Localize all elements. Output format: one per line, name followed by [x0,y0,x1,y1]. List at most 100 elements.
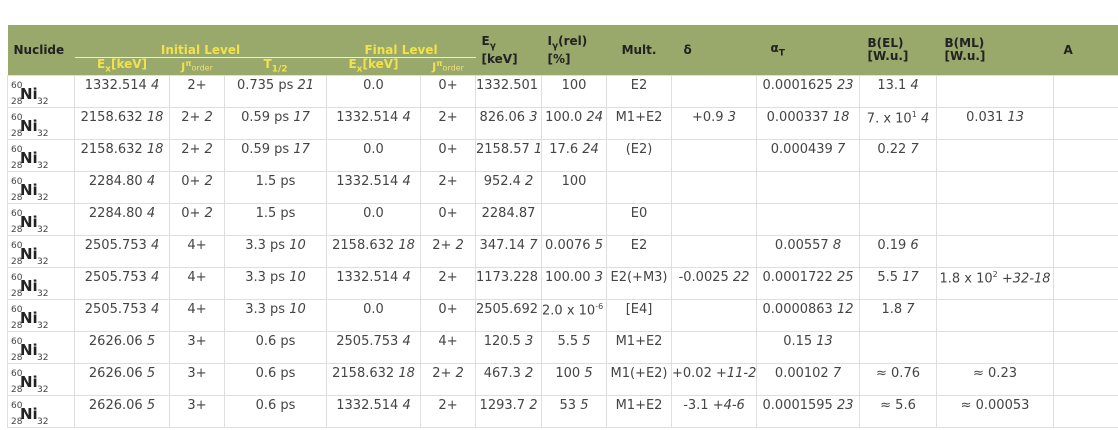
col-header-initial-jpi[interactable]: Jπorder [169,57,225,76]
multipolarity-cell-value: M1(+E2) [610,366,668,382]
gamma-energy-cell-value: 467.3 [483,366,521,382]
table-row: 60 Ni 28 32 2626.06 5 3+ 0.6 ps 2505.753 4 4+ … [7,331,1118,365]
col-header-bml[interactable]: B(ML) [W.u.] [936,25,1054,76]
col-header-half-life[interactable]: T1/2 [224,57,327,76]
nuclide-cell[interactable]: 60 Ni 28 32 [7,107,75,141]
half-life-cell: 1.5 ps [224,203,327,237]
gamma-intensity-cell: 17.6 24 [541,139,608,173]
bel-cell-uncertainty: 7 [906,302,915,318]
nuclide-cell[interactable]: 60 Ni 28 32 [7,299,75,333]
initial-jpi-cell-uncertainty: 2 [204,206,213,222]
gamma-energy-cell-value: 1173.228 [476,270,539,286]
conversion-coefficient-cell-value: 0.0001625 [762,78,833,94]
col-header-alpha[interactable]: αT [756,25,860,76]
nuclide-cell[interactable]: 60 Ni 28 32 [7,203,75,237]
final-energy-cell: 0.0 [326,139,421,173]
bel-cell-value: 1.8 [881,302,903,318]
multipolarity-cell-value: E2(+M3) [610,270,668,286]
bel-cell: 0.19 6 [859,235,938,269]
half-life-cell-value: 0.6 ps [255,366,296,382]
conversion-coefficient-cell: 0.0001595 23 [756,395,861,429]
gamma-energy-cell-value: 2284.87 [481,206,536,222]
mixing-ratio-cell-uncertainty: 3 [727,110,737,126]
col-header-initial-ex[interactable]: Ex[keV] [74,57,170,76]
element-symbol: Ni [20,117,38,136]
multipolarity-cell-value: M1+E2 [615,110,663,126]
half-life-cell-uncertainty: 10 [289,270,306,286]
col-header-final-ex[interactable]: Ex[keV] [326,57,421,76]
nuclide-cell[interactable]: 60 Ni 28 32 [7,395,75,429]
nuclide-cell[interactable]: 60 Ni 28 32 [7,171,75,205]
bel-cell-value: 5.5 [877,270,899,286]
gamma-energy-cell: 347.14 7 [475,235,543,269]
half-life-cell-value: 1.5 ps [255,174,296,190]
nuclide-cell[interactable]: 60 Ni 28 32 [7,235,75,269]
bel-cell: ≈ 5.6 [859,395,938,429]
gamma-energy-cell: 467.3 2 [475,363,543,397]
bel-cell [859,171,938,205]
nuclide-cell[interactable]: 60 Ni 28 32 [7,363,75,397]
conversion-coefficient-cell-value: 0.0000863 [762,302,833,318]
final-energy-cell: 1332.514 4 [326,395,421,429]
conversion-coefficient-cell-value: 0.000439 [770,142,833,158]
final-energy-cell: 1332.514 4 [326,171,421,205]
multipolarity-cell: M1+E2 [606,395,673,429]
final-jpi-cell-value: 0+ [438,206,458,222]
initial-energy-cell-uncertainty: 18 [146,142,164,158]
col-header-mult[interactable]: Mult. [606,25,672,76]
nuclide-cell[interactable]: 60 Ni 28 32 [7,331,75,365]
initial-energy-cell-value: 2626.06 [88,366,143,382]
final-energy-cell-uncertainty: 4 [402,398,411,414]
table-row: 60 Ni 28 32 2284.80 4 0+ 2 1.5 ps 0.0 0+ 2284.… [7,203,1118,237]
initial-energy-cell-value: 2626.06 [88,398,143,414]
nuclide-cell[interactable]: 60 Ni 28 32 [7,267,75,301]
final-jpi-cell: 4+ [419,331,477,365]
gamma-intensity-cell: 100 5 [541,363,608,397]
final-jpi-cell-value: 0+ [438,78,458,94]
col-header-partial[interactable]: A [1053,25,1118,76]
final-jpi-cell-value: 2+ [438,398,458,414]
half-life-cell: 3.3 ps 10 [224,267,327,301]
col-header-igamma[interactable]: Iγ(rel) [%] [541,25,607,76]
multipolarity-cell: E2(+M3) [606,267,673,301]
bml-cell: 0.031 13 [936,107,1055,141]
col-header-bel[interactable]: B(EL) [W.u.] [859,25,937,76]
bel-cell [859,331,938,365]
col-header-final-jpi[interactable]: Jπorder [420,57,476,76]
col-header-delta[interactable]: δ [671,25,757,76]
gamma-energy-cell-uncertainty: 2 [525,174,534,190]
mass-number: 60 [11,145,23,156]
gamma-energy-cell-uncertainty: 3 [525,334,534,350]
neutron-number: 32 [37,321,49,332]
nuclide-cell[interactable]: 60 Ni 28 32 [7,139,75,173]
bel-cell: 1.8 7 [859,299,938,333]
table-row: 60 Ni 28 32 2626.06 5 3+ 0.6 ps 2158.632 18 2+… [7,363,1118,397]
initial-energy-cell-value: 2158.632 [80,110,143,126]
initial-jpi-cell: 0+ 2 [169,203,225,237]
initial-energy-cell-uncertainty: 4 [150,302,160,318]
initial-jpi-cell-value: 0+ [181,174,201,190]
final-energy-cell-value: 1332.514 [336,270,399,286]
gamma-energy-cell-uncertainty: 3 [529,110,538,126]
conversion-coefficient-cell-uncertainty: 13 [816,334,833,350]
conversion-coefficient-cell: 0.0000863 12 [756,299,861,333]
initial-jpi-cell-value: 3+ [187,398,207,414]
partial-cell [1053,171,1118,205]
mass-number: 60 [11,337,23,348]
element-symbol: Ni [20,341,38,360]
gamma-intensity-cell: 100.00 3 [541,267,608,301]
gamma-energy-cell: 1293.7 2 [475,395,543,429]
half-life-cell-value: 0.59 ps [241,142,290,158]
final-energy-cell: 2158.632 18 [326,363,421,397]
bel-cell: 0.22 7 [859,139,938,173]
initial-jpi-cell-uncertainty: 2 [204,174,213,190]
nuclide-cell[interactable]: 60 Ni 28 32 [7,75,75,109]
col-header-nuclide[interactable]: Nuclide [7,25,75,76]
mass-number: 60 [11,273,23,284]
half-life-cell: 0.59 ps 17 [224,107,327,141]
col-header-egamma[interactable]: Eγ [keV] [475,25,542,76]
initial-energy-cell-uncertainty: 5 [146,398,156,414]
final-energy-cell: 2158.632 18 [326,235,421,269]
table-row: 60 Ni 28 32 2158.632 18 2+ 2 0.59 ps 17 1332.51… [7,107,1118,141]
half-life-cell-value: 0.59 ps [241,110,290,126]
